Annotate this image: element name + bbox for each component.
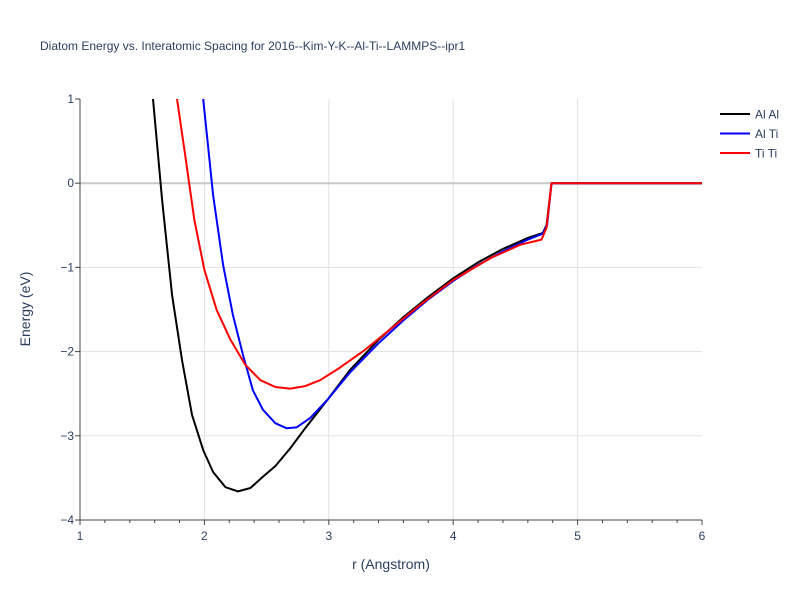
series-line-al-al	[152, 99, 702, 493]
x-tick-label: 2	[201, 529, 208, 543]
y-tick-label: −3	[60, 429, 74, 443]
y-tick-label: 0	[67, 176, 74, 190]
legend-label: Al Al	[755, 108, 779, 122]
y-axis-label: Energy (eV)	[17, 272, 33, 347]
y-tick-label: −4	[60, 513, 74, 527]
x-tick-label: 5	[574, 529, 581, 543]
legend-item-al-ti[interactable]: Al Ti	[720, 127, 778, 141]
x-tick-label: 4	[450, 529, 457, 543]
x-tick-label: 3	[325, 529, 332, 543]
legend-item-al-al[interactable]: Al Al	[720, 108, 779, 122]
axes: 1 2 3 4 5 6 1 0 −1 −2 −3 −4	[60, 92, 705, 543]
x-tick-label: 6	[699, 529, 706, 543]
series-line-al-ti	[202, 99, 702, 430]
y-tick-label: −2	[60, 345, 74, 359]
y-tick-label: 1	[67, 92, 74, 106]
legend-label: Al Ti	[755, 127, 778, 141]
y-tick-label: −1	[60, 260, 74, 274]
grid	[80, 99, 702, 520]
legend[interactable]: Al Al Al Ti Ti Ti	[720, 108, 779, 161]
legend-label: Ti Ti	[755, 147, 777, 161]
x-axis-label: r (Angstrom)	[352, 556, 430, 572]
x-tick-label: 1	[77, 529, 84, 543]
legend-item-ti-ti[interactable]: Ti Ti	[720, 147, 777, 161]
series-line-ti-ti	[176, 99, 702, 390]
chart-title: Diatom Energy vs. Interatomic Spacing fo…	[40, 39, 466, 53]
series-lines	[152, 99, 702, 493]
